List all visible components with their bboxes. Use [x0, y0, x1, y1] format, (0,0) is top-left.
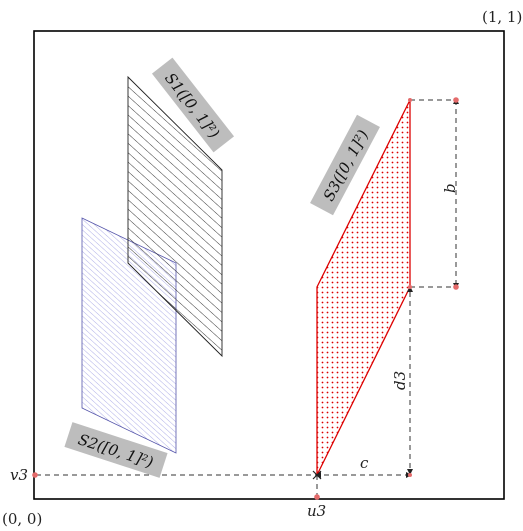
v3-label: v3	[10, 466, 28, 484]
corner-label-bottom-left: (0, 0)	[2, 510, 42, 528]
u3-label: u3	[307, 502, 326, 520]
dimension-label-c: c	[360, 454, 369, 472]
s3-corner-marker	[408, 285, 412, 289]
point-markers	[32, 97, 459, 500]
s3-top-marker	[408, 98, 412, 102]
dimension-label-b: b	[441, 183, 459, 193]
v3-marker	[32, 472, 38, 478]
s1-parallelogram	[127, 75, 223, 358]
u3-marker	[314, 494, 320, 500]
top-right-marker	[453, 97, 459, 103]
mid-right-marker	[453, 284, 459, 290]
c-end-marker	[408, 473, 412, 477]
dimension-label-d3: d3	[391, 371, 409, 390]
unit-square-frame	[33, 30, 505, 500]
origin-cross	[312, 470, 322, 480]
corner-label-top-right: (1, 1)	[482, 8, 522, 26]
construction-lines	[36, 99, 457, 497]
